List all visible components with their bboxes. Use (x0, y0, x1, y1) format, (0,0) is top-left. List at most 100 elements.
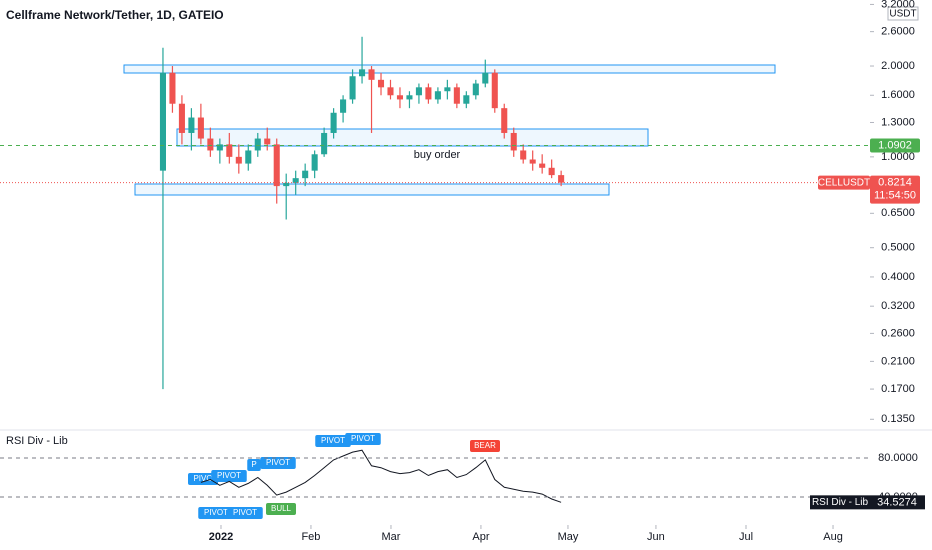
candle-body (321, 132, 328, 155)
chart-title: Cellframe Network/Tether, 1D, GATEIO (6, 8, 224, 22)
signal-label: PIVOT (204, 508, 228, 517)
signal-box (315, 435, 351, 447)
y-tick-label: 3.2000 (881, 0, 915, 10)
candle-body (510, 132, 517, 151)
candle-body (558, 175, 565, 183)
indicator-title: RSI Div - Lib (6, 435, 68, 447)
candle-body (245, 150, 252, 164)
candle-body (425, 87, 432, 100)
candle-body (159, 72, 166, 171)
signal-box (345, 433, 381, 445)
y-tick-label: 0.3200 (881, 300, 915, 312)
y-tick-label: 0.5000 (881, 242, 915, 254)
signals: PIVO PIVOT P PIVOT PIVOT PIVOT PIVOT PIVOT BULL B… (188, 433, 500, 519)
last-price-label: 0.8214 (878, 177, 912, 189)
candle-body (387, 87, 394, 96)
candle-body (368, 69, 375, 80)
candle-body (178, 103, 185, 133)
signal-label: BEAR (474, 441, 496, 450)
candle-body (520, 150, 527, 160)
candle-body (359, 69, 366, 77)
signal-box (227, 507, 263, 519)
signal-label: PIVOT (233, 508, 257, 517)
candle-body (434, 91, 441, 100)
candle-body (197, 117, 204, 139)
x-tick-label: 2022 (209, 531, 233, 543)
candle-body (482, 72, 489, 84)
rsi-name-box (810, 495, 870, 510)
candle-body (340, 99, 347, 113)
signal-label: P (251, 460, 256, 469)
candle-body (463, 95, 470, 104)
candle-body (415, 87, 422, 96)
x-tick-label: May (558, 531, 579, 543)
candle-body (311, 154, 318, 171)
candle-body (529, 159, 536, 164)
signal-label: PIVO (193, 474, 212, 483)
y-tick-label: 0.1350 (881, 413, 915, 425)
candle-body (472, 83, 479, 96)
y-tick-label: 2.0000 (881, 60, 915, 72)
candle-body (292, 178, 299, 183)
x-tick-label: Apr (472, 531, 489, 543)
signal-box (470, 440, 500, 452)
x-tick-label: Jun (647, 531, 665, 543)
x-tick-label: Aug (823, 531, 843, 543)
candle-body (273, 144, 280, 187)
annotation: buy order (414, 149, 461, 161)
candle-body (216, 144, 223, 151)
zone (176, 128, 649, 147)
x-tick-label: Mar (381, 531, 400, 543)
candle-body (169, 72, 176, 104)
candle-body (501, 108, 508, 133)
signal-box (198, 507, 234, 519)
signal-label: PIVOT (351, 434, 375, 443)
candle-body (207, 138, 214, 151)
signal-box (211, 470, 247, 482)
x-tick-label: Jul (739, 531, 753, 543)
symbol-box (818, 175, 870, 190)
y-tick-label: 0.6500 (881, 207, 915, 219)
candle-body (235, 156, 242, 164)
y-tick-label: 0.2600 (881, 327, 915, 339)
zones (123, 64, 776, 196)
signal-label: PIVOT (266, 458, 290, 467)
candle-body (264, 138, 271, 145)
countdown: 11:54:50 (874, 190, 916, 202)
y-tick-label: 0.1700 (881, 383, 915, 395)
candle-body (406, 95, 413, 100)
signal-label: BULL (271, 504, 292, 513)
y-tick-label: 1.0000 (881, 151, 915, 163)
candle-body (444, 87, 451, 92)
signal-box (260, 457, 296, 469)
candle-body (226, 144, 233, 157)
candle-body (539, 163, 546, 168)
rsi-value: 34.5274 (877, 496, 917, 508)
rsi-tick-label: 80.0000 (878, 452, 918, 464)
signal-box (188, 473, 218, 485)
candle-body (396, 95, 404, 100)
price-label-box (870, 138, 920, 153)
signal-label: PIVOT (321, 436, 345, 445)
zone (134, 183, 610, 196)
rsi-name: RSI Div - Lib (812, 497, 869, 508)
y-tick-label: 0.4000 (881, 271, 915, 283)
y-tick-label: 0.2100 (881, 355, 915, 367)
signal-label: PIVOT (217, 471, 241, 480)
symbol-label: CELLUSDT (818, 177, 870, 188)
last-price-box (870, 175, 920, 204)
x-tick-label: Feb (301, 531, 320, 543)
candle-body (254, 138, 261, 151)
candle-body (302, 170, 309, 179)
y-tick-label: 2.6000 (881, 26, 915, 38)
y-tick-label: 1.3000 (881, 116, 915, 128)
currency: USDT (889, 9, 916, 20)
y-tick-label: 1.6000 (881, 89, 915, 101)
candle-body (283, 182, 290, 187)
rsi-value-box (870, 495, 925, 510)
candle-body (548, 167, 555, 176)
candle-body (330, 112, 337, 133)
candle-body (377, 79, 385, 88)
